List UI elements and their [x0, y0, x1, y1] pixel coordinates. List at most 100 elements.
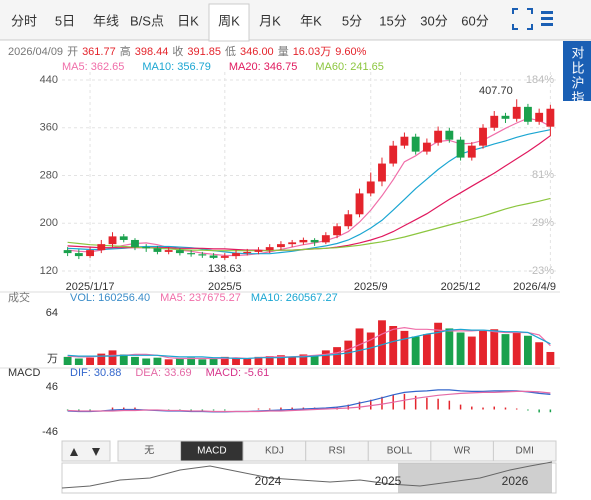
- ma-line: [67, 135, 551, 252]
- y2-tick-label: 81%: [532, 169, 554, 181]
- y-tick-label: 200: [40, 217, 58, 229]
- candle-body: [512, 106, 521, 119]
- tab[interactable]: 5日: [55, 13, 75, 28]
- candle-body: [389, 145, 398, 164]
- volume-bar: [254, 356, 263, 365]
- tab[interactable]: 分时: [11, 13, 37, 28]
- compare-button-label[interactable]: 对比沪指: [570, 46, 585, 106]
- y2-tick-label: 29%: [532, 217, 554, 229]
- info-label: 开: [67, 46, 78, 58]
- expand-icon[interactable]: [512, 8, 533, 30]
- candle-body: [86, 250, 94, 257]
- candle-body: [209, 255, 218, 258]
- candle-body: [333, 226, 341, 236]
- indicator-tab-label[interactable]: RSI: [329, 446, 346, 457]
- navigator-label: 2024: [255, 474, 282, 488]
- legend-entry: DEA: 33.69: [135, 367, 191, 379]
- candle-body: [400, 136, 409, 146]
- info-label: 高: [120, 44, 131, 58]
- scroll-buttons: [61, 440, 111, 462]
- x-tick-label: 2025/5: [208, 281, 242, 293]
- x-tick-label: 2025/9: [354, 281, 388, 293]
- tab-active[interactable]: [208, 3, 250, 42]
- legend-entry: MA5: 362.65: [62, 61, 124, 73]
- y-tick-label: 280: [40, 169, 58, 181]
- candle-body: [187, 253, 196, 255]
- legend-entry: MA10: 356.79: [142, 61, 211, 73]
- tab[interactable]: 周K: [218, 13, 240, 28]
- tab[interactable]: B/S点: [130, 13, 164, 28]
- candle-body: [175, 250, 184, 254]
- panel-title: 成交: [8, 290, 30, 304]
- tab[interactable]: 日K: [177, 13, 199, 28]
- indicator-tab-label[interactable]: KDJ: [265, 446, 284, 457]
- candle-body: [299, 239, 308, 243]
- settings-icon[interactable]: [541, 11, 553, 26]
- legend-entry: DIF: 30.88: [70, 367, 121, 379]
- tab[interactable]: 5分: [342, 13, 362, 28]
- volume-bar: [153, 357, 162, 365]
- tab[interactable]: 月K: [259, 13, 281, 28]
- volume-bar: [164, 359, 173, 365]
- navigator-line: [61, 461, 553, 489]
- volume-bar: [456, 332, 465, 365]
- panel-title: MACD: [8, 367, 40, 379]
- volume-bar: [501, 334, 510, 365]
- compare-button[interactable]: [563, 41, 591, 101]
- volume-bar: [209, 358, 218, 365]
- volume-ma-line: [67, 326, 551, 360]
- volume-bar: [366, 332, 375, 365]
- indicator-tab[interactable]: [492, 440, 557, 462]
- candle-body: [288, 242, 297, 245]
- volume-bar: [355, 328, 364, 365]
- candle-body: [434, 130, 443, 143]
- info-value: 391.85: [187, 46, 221, 58]
- candle-body: [153, 248, 162, 252]
- info-change: 9.60%: [335, 46, 366, 58]
- y-tick-label: 64: [46, 307, 58, 319]
- volume-bar: [198, 359, 207, 365]
- info-value: 346.00: [240, 46, 274, 58]
- indicator-tab-label[interactable]: BOLL: [387, 446, 413, 457]
- tab[interactable]: 年K: [300, 13, 322, 28]
- candle-body: [456, 139, 465, 158]
- volume-bar: [378, 320, 386, 365]
- tab[interactable]: 60分: [461, 13, 488, 28]
- candle-body: [119, 236, 128, 240]
- toolbar: [0, 0, 591, 40]
- x-tick-label: 2025/1/17: [66, 281, 115, 293]
- indicator-tab-label[interactable]: MACD: [197, 446, 226, 457]
- volume-bar: [422, 334, 431, 365]
- volume-bar: [310, 355, 319, 365]
- candle-body: [265, 247, 274, 251]
- legend-entry: MA5: 237675.27: [160, 292, 241, 304]
- candle-body: [108, 236, 117, 245]
- navigator-label: 2026: [502, 474, 529, 488]
- candle-body: [63, 250, 72, 254]
- ma-line: [67, 117, 551, 257]
- volume-bar: [74, 358, 83, 365]
- scroll-up[interactable]: [70, 448, 78, 456]
- candle-body: [501, 115, 510, 119]
- indicator-tab-label[interactable]: DMI: [516, 446, 534, 457]
- tab[interactable]: 30分: [420, 13, 447, 28]
- volume-bar: [434, 322, 443, 365]
- info-label: 低: [225, 45, 236, 58]
- candle-body: [411, 136, 420, 152]
- volume-bar: [220, 356, 229, 365]
- tab[interactable]: 年线: [93, 13, 119, 28]
- volume-bar: [232, 357, 240, 365]
- volume-bar: [119, 354, 128, 365]
- navigator-window[interactable]: [398, 463, 552, 493]
- tab[interactable]: 15分: [379, 13, 406, 28]
- candle-body: [232, 253, 240, 257]
- high-annotation: 407.70: [479, 85, 513, 97]
- indicator-tab-label[interactable]: 无: [144, 446, 154, 457]
- scroll-down[interactable]: [92, 448, 100, 456]
- indicator-tab-label[interactable]: WR: [454, 446, 471, 457]
- volume-bar: [288, 356, 297, 365]
- candle-body: [344, 214, 353, 227]
- volume-bar: [333, 347, 341, 365]
- volume-bar: [142, 358, 151, 365]
